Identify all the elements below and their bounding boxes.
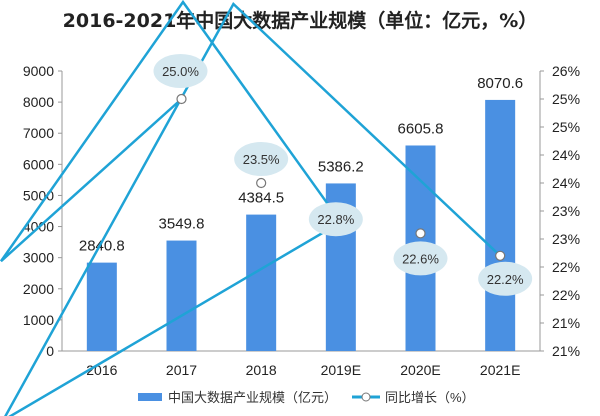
bar-label: 2840.8	[79, 238, 125, 255]
data-label-bubble	[153, 54, 208, 88]
bar-label: 6605.8	[398, 120, 444, 137]
left-tick-label: 2000	[23, 281, 54, 297]
line-point	[176, 93, 187, 105]
line-label: 22.6%	[402, 251, 439, 266]
line-label: 22.2%	[487, 272, 524, 287]
x-tick-label: 2021E	[480, 362, 520, 378]
right-tick-label: 26%	[552, 63, 580, 79]
data-label-bubble	[308, 202, 363, 237]
right-tick-label: 23%	[552, 231, 580, 247]
bar-label: 3549.8	[159, 216, 205, 233]
right-tick-label: 21%	[552, 343, 580, 359]
right-tick-label: 22%	[552, 287, 580, 303]
data-label-bubble	[234, 142, 289, 176]
bar	[166, 240, 197, 351]
bar-label: 5386.2	[318, 158, 364, 175]
right-tick-label: 25%	[552, 119, 580, 135]
line-point	[415, 228, 426, 239]
legend-line-label: 同比增长（%）	[385, 390, 475, 405]
bar	[246, 214, 277, 351]
legend-line-marker	[361, 392, 371, 402]
left-tick-label: 5000	[23, 187, 54, 203]
left-tick-label: 1000	[23, 312, 54, 328]
right-tick-label: 22%	[552, 259, 580, 275]
right-tick-label: 25%	[552, 91, 580, 107]
line-label: 23.5%	[243, 152, 280, 167]
x-tick-label: 2017	[166, 362, 197, 378]
x-tick-label: 2020E	[400, 362, 440, 378]
x-tick-label: 2019E	[321, 362, 361, 378]
left-tick-label: 9000	[23, 63, 54, 79]
bar	[485, 99, 516, 351]
line-label: 22.8%	[317, 212, 354, 227]
right-tick-label: 24%	[552, 147, 580, 163]
left-tick-label: 3000	[23, 250, 54, 266]
line-point	[495, 250, 506, 261]
left-tick-label: 7000	[23, 125, 54, 141]
bar-label: 8070.6	[477, 75, 523, 92]
bar	[86, 262, 117, 351]
x-tick-label: 2018	[246, 362, 277, 378]
legend-bar-label: 中国大数据产业规模（亿元）	[168, 390, 337, 405]
data-label-bubble	[393, 241, 448, 276]
bar-label: 4384.5	[238, 190, 284, 207]
left-tick-label: 0	[46, 343, 54, 359]
legend-bar-swatch	[138, 393, 162, 401]
line-label: 25.0%	[162, 64, 199, 79]
left-tick-label: 8000	[23, 94, 54, 110]
data-label-bubble	[478, 261, 533, 296]
right-tick-label: 24%	[552, 175, 580, 191]
chart-title: 2016-2021年中国大数据产业规模（单位：亿元，%）	[62, 10, 538, 32]
right-tick-label: 23%	[552, 203, 580, 219]
right-tick-label: 21%	[552, 315, 580, 331]
line-point	[256, 177, 267, 189]
left-tick-label: 6000	[23, 156, 54, 172]
